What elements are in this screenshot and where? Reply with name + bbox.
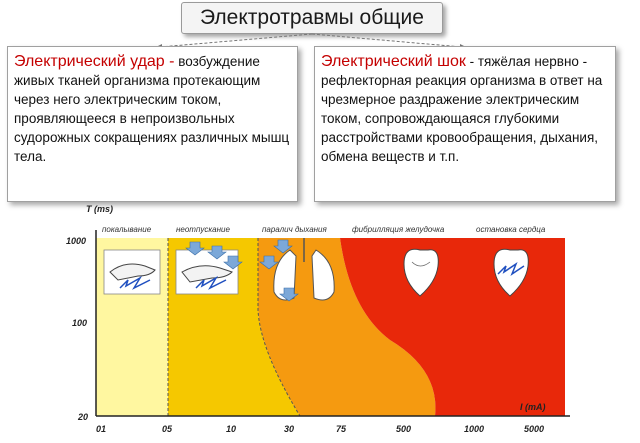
x-tick-1000: 1000 xyxy=(464,424,484,434)
y-tick-1000: 1000 xyxy=(66,236,86,246)
boundary-line-2 xyxy=(257,238,301,417)
zone-label-respiratory-paralysis: паралич дыхания xyxy=(262,225,328,234)
x-tick-01: 01 xyxy=(96,424,106,434)
zone-label-cardiac-arrest: остановка сердца xyxy=(476,225,546,234)
arrow-left-line xyxy=(159,33,313,48)
electric-trauma-shock-description: - тяжёлая нервно - рефлекторная реакция … xyxy=(321,54,603,164)
arrow-right-line xyxy=(311,33,463,48)
zone-label-fibrillation: фибрилляция желудочка xyxy=(352,225,445,234)
zone-non-release-extension xyxy=(258,238,300,416)
heart-fibrillation-icon xyxy=(403,248,439,297)
electric-shock-card: Электрический удар - возбуждение живых т… xyxy=(7,46,298,202)
x-tick-30: 30 xyxy=(284,424,294,434)
main-title: Электротравмы общие xyxy=(181,2,443,34)
y-axis-title: T (ms) xyxy=(86,204,113,214)
x-tick-500: 500 xyxy=(396,424,411,434)
hand-tingling-icon xyxy=(103,249,161,295)
zone-label-tingling: покалывание xyxy=(102,225,152,234)
x-tick-10: 10 xyxy=(226,424,236,434)
x-tick-5000: 5000 xyxy=(524,424,544,434)
electric-trauma-shock-card: Электрический шок - тяжёлая нервно - реф… xyxy=(314,46,616,202)
zone-respiratory-paralysis xyxy=(258,238,436,416)
x-tick-05: 05 xyxy=(162,424,173,434)
y-tick-20: 20 xyxy=(77,412,88,422)
electric-shock-description: возбуждение живых тканей организма проте… xyxy=(14,54,290,164)
zone-label-non-release: неотпускание xyxy=(176,225,230,234)
lungs-icon xyxy=(259,238,335,302)
heart-arrest-icon xyxy=(493,248,529,297)
y-tick-100: 100 xyxy=(72,318,87,328)
x-tick-75: 75 xyxy=(336,424,347,434)
hand-non-release-icon xyxy=(175,241,243,295)
x-axis-title: I (mA) xyxy=(520,402,546,412)
electric-shock-heading: Электрический удар - xyxy=(14,53,175,70)
current-effect-chart: T (ms) I (mA) 1000 100 20 01 05 10 30 75… xyxy=(66,204,570,434)
electric-trauma-shock-heading: Электрический шок xyxy=(321,53,466,70)
